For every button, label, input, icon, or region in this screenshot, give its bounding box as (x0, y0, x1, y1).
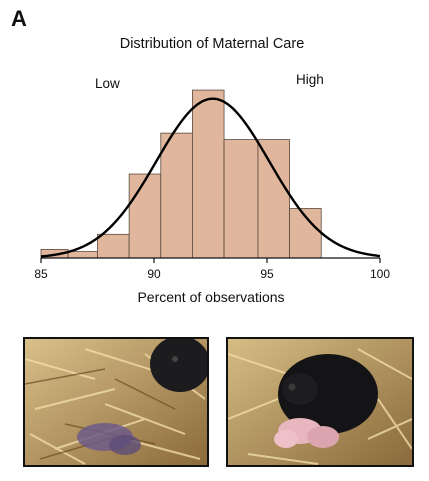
x-tick-label-90: 90 (147, 267, 161, 281)
nest-photo-high-illustration (228, 339, 412, 465)
histogram-bar-7 (257, 139, 290, 259)
histogram-bar-2 (97, 233, 130, 259)
panel-label: A (11, 6, 27, 31)
histogram-bar-5 (192, 89, 225, 259)
nest-photo-low-illustration (25, 339, 207, 465)
histogram-chart: Distribution of Maternal Care Low High 8… (34, 36, 390, 305)
photo-low-care-mouse-nest (23, 337, 209, 467)
high-annotation: High (296, 72, 324, 87)
histogram-bar-3 (128, 173, 162, 259)
x-ticks-group: 85 90 95 100 (34, 258, 390, 281)
x-tick-label-95: 95 (260, 267, 274, 281)
x-tick-label-85: 85 (34, 267, 48, 281)
photo-high-care-mouse-nest (226, 337, 414, 467)
bars-group (40, 89, 322, 259)
low-annotation: Low (95, 76, 120, 91)
x-tick-label-100: 100 (370, 267, 390, 281)
x-axis-label: Percent of observations (137, 289, 284, 305)
histogram-bar-1 (67, 251, 98, 259)
histogram-bar-6 (223, 139, 259, 259)
histogram-bar-4 (160, 132, 193, 259)
normal-fit-curve (40, 97, 381, 258)
chart-title: Distribution of Maternal Care (120, 36, 305, 52)
